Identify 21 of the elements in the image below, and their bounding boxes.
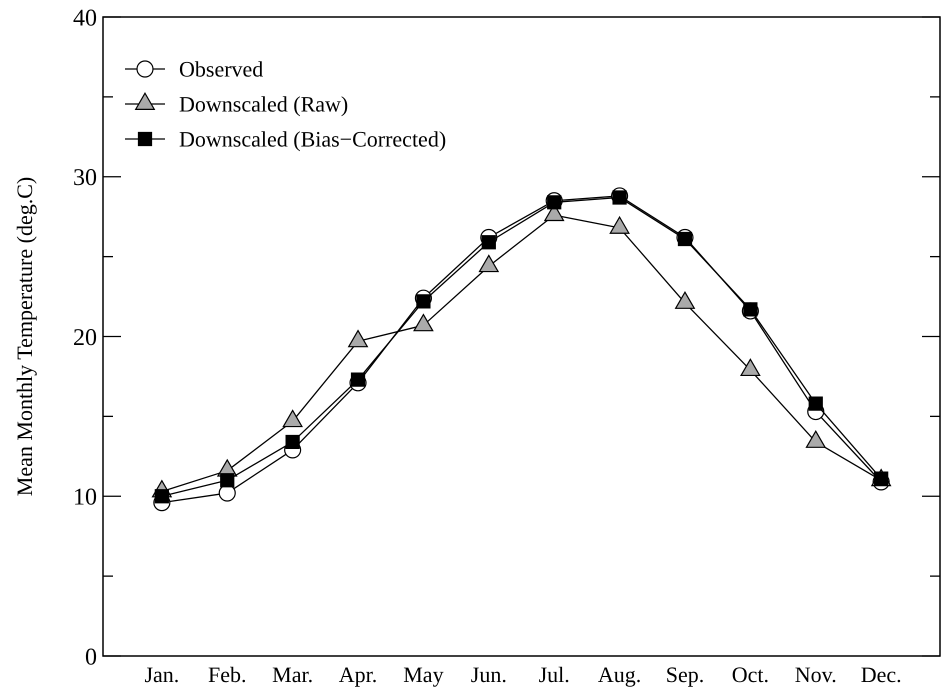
y-tick-label: 40 — [73, 5, 97, 32]
x-tick-label: Jun. — [470, 662, 507, 687]
x-tick-label: Jul. — [538, 662, 570, 687]
x-tick-label: Aug. — [598, 662, 642, 687]
legend-label: Observed — [179, 56, 264, 82]
y-tick-label: 0 — [85, 644, 97, 670]
x-tick-label: Nov. — [794, 662, 837, 687]
x-tick-label: Mar. — [272, 662, 314, 687]
x-tick-label: Dec. — [860, 662, 902, 687]
y-tick-label: 20 — [73, 324, 97, 351]
legend-label: Downscaled (Bias−Corrected) — [179, 126, 446, 152]
x-tick-label: Oct. — [732, 662, 769, 687]
x-tick-label: Jan. — [144, 662, 180, 687]
y-tick-label: 30 — [73, 165, 97, 192]
y-tick-label: 10 — [73, 484, 97, 511]
x-tick-label: Apr. — [338, 662, 378, 687]
legend-label: Downscaled (Raw) — [179, 92, 348, 117]
x-tick-label: Feb. — [208, 662, 246, 687]
x-tick-label: May — [403, 662, 444, 687]
x-tick-label: Sep. — [666, 662, 704, 687]
y-axis-title: Mean Monthly Temperature (deg.C) — [12, 176, 37, 496]
